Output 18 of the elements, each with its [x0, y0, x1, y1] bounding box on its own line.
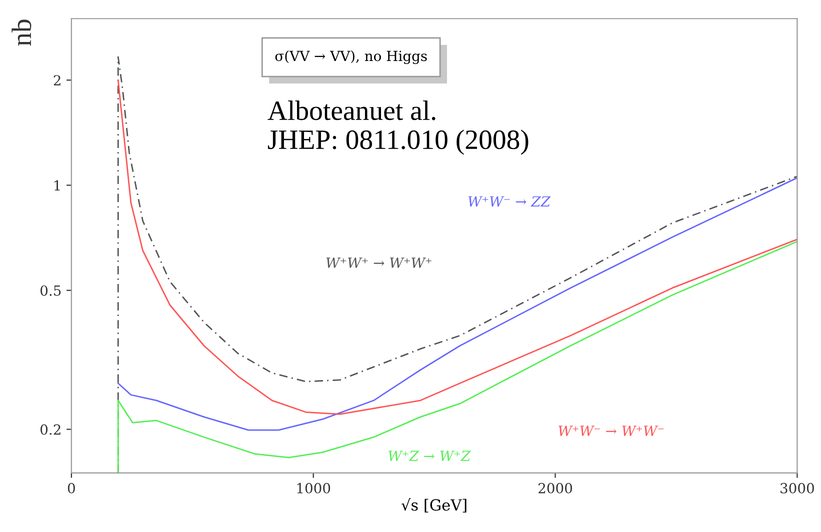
x-tick-label: 3000 — [780, 482, 814, 494]
y-tick-label: 2 — [54, 75, 60, 86]
x-axis-title: √s [GeV] — [401, 498, 466, 513]
series-label: W⁺Z → W⁺Z — [388, 450, 471, 461]
text: W⁺W⁻ → ZZ — [468, 196, 551, 206]
annotation: Alboteanuet al. JHEP: 0811.010 (2008) — [268, 100, 528, 155]
text: W⁺W⁻ → W⁺W⁻ — [558, 426, 664, 436]
y-tick-label: 0.2 — [40, 424, 60, 435]
line-series — [117, 240, 798, 473]
x-tick-label: 2000 — [538, 482, 572, 494]
text: W⁺W⁺ → W⁺W⁺ — [326, 258, 432, 268]
annotation: σ(VV → VV), no Higgs — [275, 50, 427, 64]
x-tick-label: 0 — [68, 482, 75, 494]
y-axis-title: nb — [12, 20, 32, 46]
y-tick-label: 0.5 — [40, 285, 61, 296]
line-series — [117, 79, 798, 415]
y-tick-label: 1 — [54, 180, 60, 191]
x-tick-label: 1000 — [297, 482, 330, 494]
